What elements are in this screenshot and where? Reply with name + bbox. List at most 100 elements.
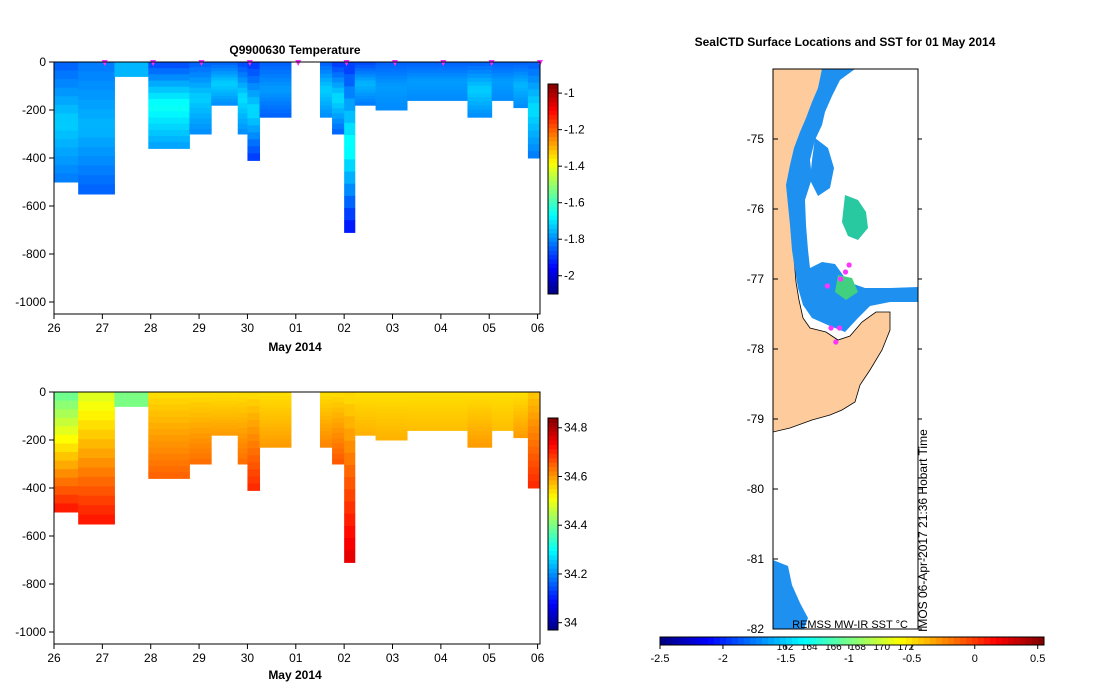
- map-title: SealCTD Surface Locations and SST for 01…: [695, 35, 996, 49]
- profile-11-cell: [344, 159, 356, 173]
- profile-15-cell: [467, 407, 493, 413]
- lon-tick-label: 172: [898, 642, 915, 653]
- profile-6-cell: [237, 407, 248, 414]
- profile-11-cell: [344, 220, 356, 233]
- sst-map-panel: SealCTD Surface Locations and SST for 01…: [651, 35, 1046, 665]
- profile-13-cell: [375, 416, 408, 420]
- colorbar-segment: [548, 149, 558, 155]
- colorbar-segment: [548, 616, 558, 622]
- x-tick-label: 30: [241, 651, 255, 665]
- profile-5-cell: [211, 83, 239, 88]
- sst-colorbar-segment: [792, 637, 799, 645]
- profile-4-cell: [189, 433, 212, 439]
- profile-6-cell: [237, 453, 248, 460]
- profile-13-cell: [375, 72, 408, 77]
- colorbar-segment: [548, 136, 558, 142]
- sst-colorbar-segment: [756, 637, 763, 645]
- colorbar-segment: [548, 263, 558, 269]
- sst-colorbar-segment: [798, 637, 805, 645]
- lat-tick-label: -75: [747, 132, 765, 146]
- profile-1-cell: [78, 175, 115, 186]
- profile-9-cell: [319, 81, 333, 87]
- profile-0-cell: [54, 469, 79, 479]
- profile-13-cell: [375, 412, 408, 417]
- profile-16-cell: [491, 413, 514, 418]
- profile-4-cell: [189, 67, 212, 73]
- profile-12-cell: [354, 102, 377, 106]
- salinity-x-axis: 26 27 28 29 30 01 02 03 04 05 06: [47, 644, 545, 665]
- profile-10-cell: [332, 123, 345, 130]
- profile-14-cell: [407, 394, 468, 398]
- profile-2-cell: [114, 400, 149, 402]
- lon-tick-label: 166: [825, 642, 842, 653]
- profile-4-cell: [189, 392, 212, 398]
- colorbar-segment: [548, 197, 558, 203]
- profile-3-cell: [148, 429, 190, 436]
- profile-4-cell: [189, 417, 212, 424]
- profile-13-cell: [375, 62, 408, 66]
- profile-6-cell: [237, 77, 248, 84]
- profile-11-cell: [344, 110, 356, 124]
- colorbar-segment: [548, 590, 558, 596]
- seal-position: [833, 339, 839, 345]
- profile-12-cell: [354, 407, 377, 412]
- sst-colorbar-segment: [714, 637, 721, 645]
- profile-1-cell: [78, 495, 115, 506]
- profile-11-cell: [344, 489, 356, 503]
- profile-11-cell: [344, 122, 356, 136]
- profile-18-cell: [527, 103, 540, 111]
- profile-0-cell: [54, 147, 79, 157]
- y-tick-label: -200: [22, 433, 46, 447]
- profile-0-cell: [54, 96, 79, 106]
- colorbar-segment: [548, 471, 558, 476]
- profile-18-cell: [527, 440, 540, 448]
- profile-17-cell: [513, 401, 529, 406]
- profile-0-cell: [54, 409, 79, 419]
- colorbar-segment: [548, 219, 558, 225]
- profile-7-cell: [247, 434, 261, 442]
- sst-colorbar-segment: [966, 637, 973, 645]
- profile-10-cell: [332, 458, 345, 465]
- profile-2-cell: [114, 63, 149, 65]
- profile-15-cell: [467, 431, 493, 436]
- profile-10-cell: [332, 87, 345, 94]
- profile-14-cell: [407, 419, 468, 423]
- colorbar-segment: [548, 572, 558, 578]
- profile-15-cell: [467, 427, 493, 432]
- profile-4-cell: [189, 77, 212, 84]
- profile-16-cell: [491, 427, 514, 431]
- profile-0-cell: [54, 426, 79, 436]
- profile-14-cell: [407, 86, 468, 90]
- colorbar-tick-label: 34.4: [564, 518, 588, 532]
- profile-15-cell: [467, 89, 493, 95]
- sst-colorbar-segment: [816, 637, 823, 645]
- profile-12-cell: [354, 92, 377, 97]
- profile-7-cell: [247, 392, 261, 400]
- profile-16-cell: [491, 75, 514, 79]
- profile-15-cell: [467, 97, 493, 102]
- colorbar-segment: [548, 140, 558, 146]
- profile-12-cell: [354, 71, 377, 75]
- profile-0-cell: [54, 392, 79, 402]
- profile-5-cell: [211, 89, 239, 94]
- profile-9-cell: [319, 65, 333, 71]
- profile-18-cell: [527, 433, 540, 441]
- colorbar-segment: [548, 422, 558, 428]
- profile-7-cell: [247, 97, 261, 105]
- profile-1-cell: [78, 80, 115, 91]
- profile-0-cell: [54, 477, 79, 487]
- profile-18-cell: [527, 460, 540, 468]
- profile-17-cell: [513, 418, 529, 422]
- profile-16-cell: [491, 62, 514, 66]
- profile-17-cell: [513, 97, 529, 102]
- profile-0-cell: [54, 494, 79, 504]
- profile-0-cell: [54, 104, 79, 114]
- profile-13-cell: [375, 433, 408, 438]
- profile-11-cell: [344, 501, 356, 515]
- profile-10-cell: [332, 77, 345, 84]
- profile-6-cell: [237, 448, 248, 455]
- colorbar-segment: [548, 559, 558, 565]
- colorbar-segment: [548, 189, 558, 194]
- salinity-y-axis: 0 -200 -400 -600 -800 -1000: [15, 385, 54, 639]
- profile-16-cell: [491, 67, 514, 71]
